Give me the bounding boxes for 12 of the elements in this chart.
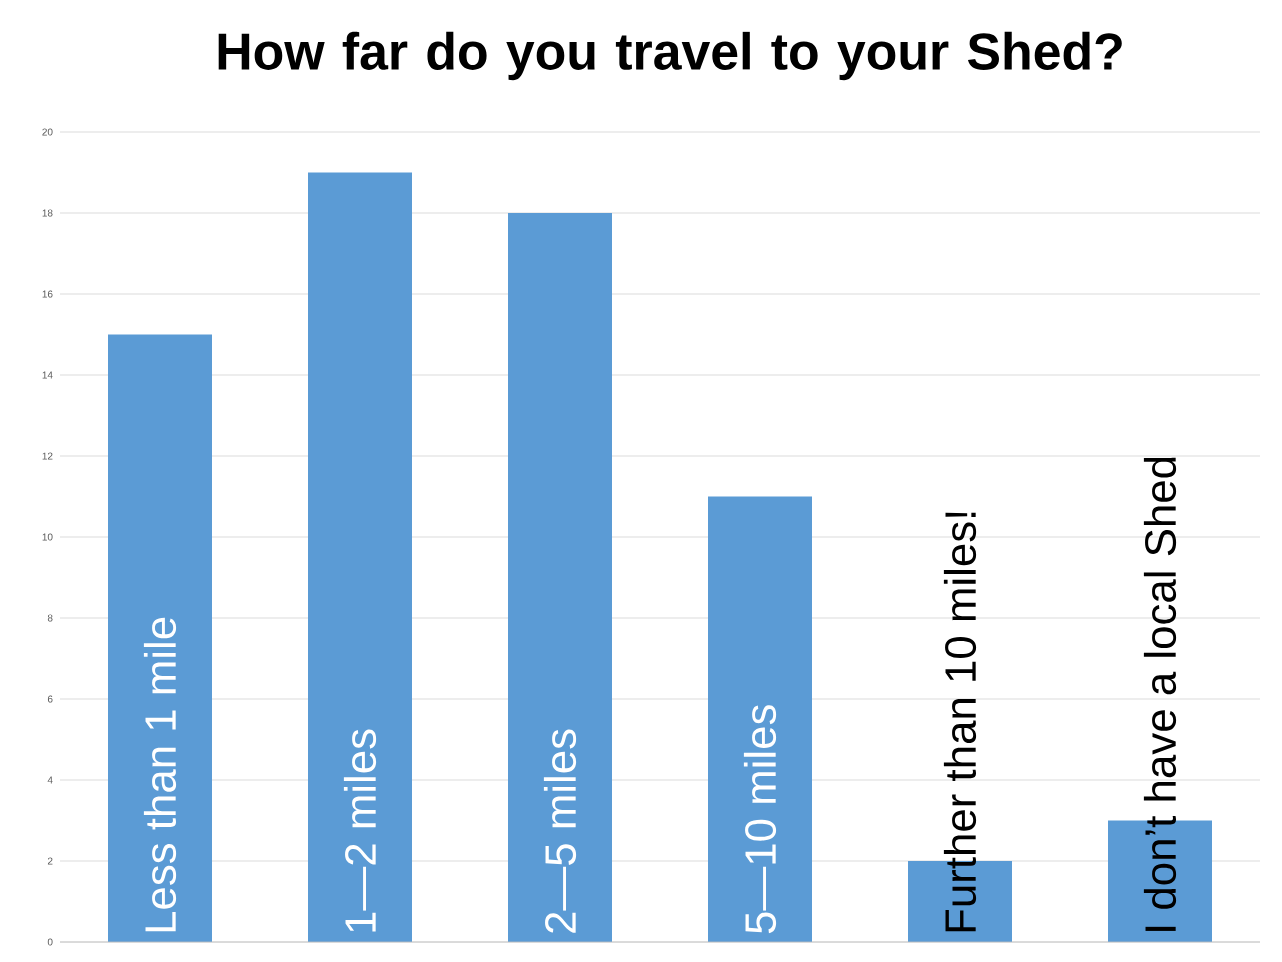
x-tick-label: 2—5 miles: [543, 729, 577, 933]
x-tick-label: Less than 1 mile: [143, 617, 177, 932]
x-tick-label: I don’t have a local Shed: [1143, 457, 1177, 931]
x-tick-label: Further than 10 miles!: [943, 512, 977, 932]
bar: [1108, 820, 1212, 942]
chart-title: How far do you travel to your Shed?: [218, 31, 1122, 81]
bar: [708, 496, 812, 942]
bar: [508, 212, 612, 942]
bar: [308, 172, 412, 942]
bar: [108, 334, 212, 942]
x-tick-label: 1—2 miles: [343, 729, 377, 932]
x-tick-label: 5—10 miles: [743, 705, 777, 934]
